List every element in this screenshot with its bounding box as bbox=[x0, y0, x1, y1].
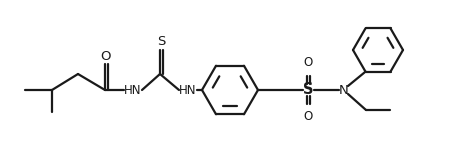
Text: S: S bbox=[157, 35, 165, 48]
Text: HN: HN bbox=[124, 83, 142, 97]
Text: N: N bbox=[339, 83, 349, 97]
Text: O: O bbox=[100, 50, 110, 63]
Text: O: O bbox=[303, 57, 313, 69]
Text: O: O bbox=[303, 110, 313, 123]
Text: S: S bbox=[303, 82, 313, 98]
Text: HN: HN bbox=[179, 83, 197, 97]
